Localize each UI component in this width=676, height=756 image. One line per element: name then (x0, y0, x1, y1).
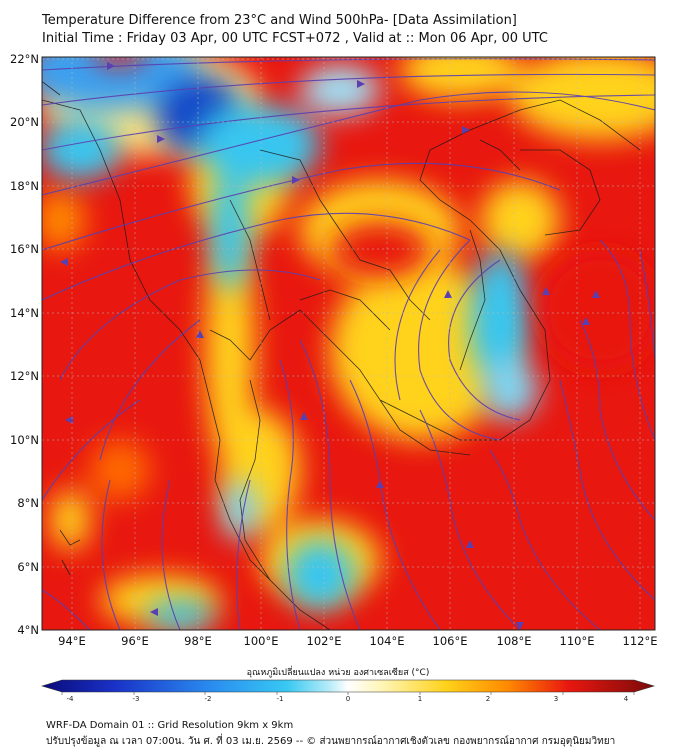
colorbar-tick-label: -4 (67, 695, 75, 703)
lat-label: 12°N (10, 369, 39, 383)
lat-label: 16°N (10, 242, 39, 256)
lat-label: 6°N (17, 560, 39, 574)
colorbar-tick-label: 3 (554, 695, 558, 703)
lon-label: 106°E (433, 634, 468, 648)
lon-label: 96°E (121, 634, 149, 648)
lon-label: 110°E (560, 634, 595, 648)
colorbar-tick-label: 0 (346, 695, 350, 703)
colorbar: -4 -3 -2 -1 0 1 2 3 4 (40, 679, 656, 703)
lon-label: 112°E (623, 634, 658, 648)
wind-arrows (60, 62, 600, 630)
longitude-labels: 94°E 96°E 98°E 100°E 102°E 104°E 106°E 1… (58, 634, 657, 648)
lon-label: 98°E (184, 634, 212, 648)
colorbar-tick-label: 2 (486, 695, 490, 703)
lon-label: 104°E (370, 634, 405, 648)
colorbar-tick-label: 4 (624, 695, 629, 703)
colorbar-bar (40, 679, 656, 693)
map-frame (41, 56, 656, 631)
latitude-labels: 22°N 20°N 18°N 16°N 14°N 12°N 10°N 8°N 6… (10, 52, 39, 637)
temperature-field (42, 57, 655, 630)
lat-label: 4°N (17, 623, 39, 637)
lon-label: 102°E (307, 634, 342, 648)
colorbar-tick-label: -1 (277, 695, 284, 703)
lat-label: 20°N (10, 115, 39, 129)
footer-model-info: WRF-DA Domain 01 :: Grid Resolution 9km … (46, 720, 294, 731)
lon-label: 100°E (244, 634, 279, 648)
colorbar-tick-label: -3 (133, 695, 140, 703)
lon-label: 108°E (497, 634, 532, 648)
colorbar-tick-labels: -4 -3 -2 -1 0 1 2 3 4 (67, 695, 629, 703)
colorbar-title: อุณหภูมิเปลี่ยนแปลง หน่วย องศาเซลเซียส (… (246, 668, 430, 678)
footer-credit: ปรับปรุงข้อมูล ณ เวลา 07:00น. วัน ศ. ที่… (46, 736, 616, 747)
colorbar-ticks (61, 692, 635, 695)
map-subtitle: Initial Time : Friday 03 Apr, 00 UTC FCS… (42, 31, 548, 46)
colorbar-tick-label: -2 (205, 695, 212, 703)
lon-label: 94°E (58, 634, 86, 648)
lat-label: 8°N (17, 496, 39, 510)
map-title: Temperature Difference from 23°C and Win… (42, 13, 517, 28)
lat-label: 10°N (10, 433, 39, 447)
lat-label: 14°N (10, 306, 39, 320)
lat-label: 18°N (10, 179, 39, 193)
gridlines (42, 57, 655, 630)
colorbar-tick-label: 1 (418, 695, 422, 703)
lat-label: 22°N (10, 52, 39, 66)
